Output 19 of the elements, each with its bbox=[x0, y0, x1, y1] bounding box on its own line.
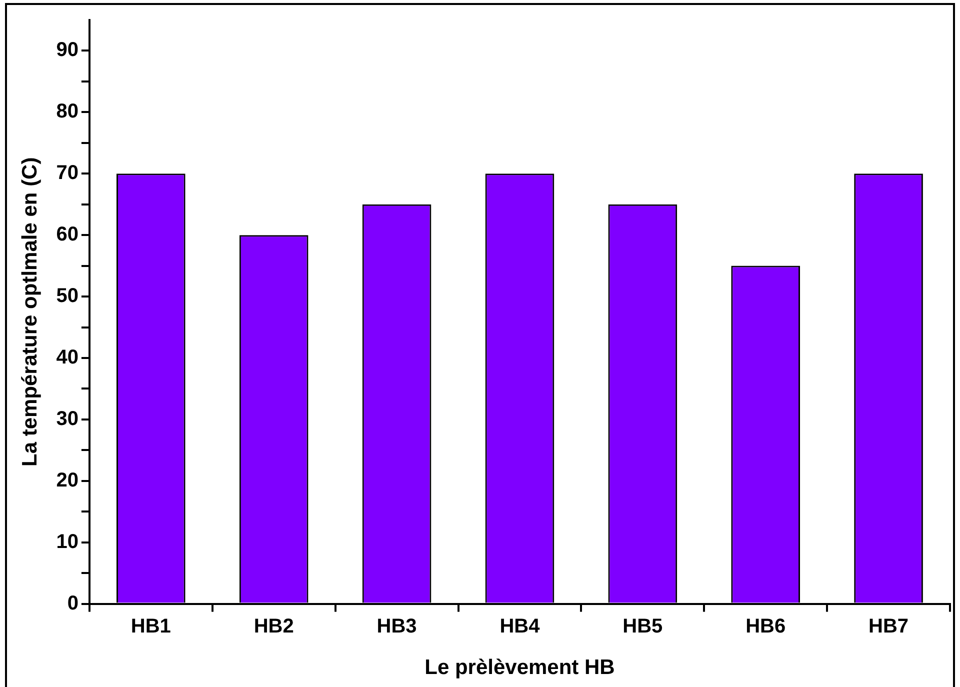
y-tick-label: 20 bbox=[56, 469, 78, 492]
y-tick-label: 90 bbox=[56, 39, 78, 62]
y-tick-label: 60 bbox=[56, 224, 78, 246]
x-tick-label: HB7 bbox=[868, 615, 909, 638]
y-tick-label: 0 bbox=[67, 592, 78, 614]
y-tick-label: 70 bbox=[56, 162, 78, 184]
x-tick-label: HB3 bbox=[376, 615, 417, 638]
y-axis-title: La température optlmale en (C) bbox=[18, 157, 42, 467]
y-tick-label: 30 bbox=[56, 408, 78, 430]
x-tick-label: HB5 bbox=[622, 615, 663, 638]
y-tick-label: 40 bbox=[56, 346, 78, 369]
x-axis-title: Le prèlèvement HB bbox=[424, 656, 615, 680]
y-tick-label: 10 bbox=[56, 530, 78, 553]
x-tick-label: HB2 bbox=[254, 615, 294, 638]
y-tick-label: 50 bbox=[56, 285, 78, 308]
x-tick-label: HB1 bbox=[130, 615, 171, 638]
x-tick-label: HB6 bbox=[746, 615, 786, 638]
y-tick-label: 80 bbox=[56, 100, 78, 123]
x-tick-label: HB4 bbox=[500, 615, 541, 638]
